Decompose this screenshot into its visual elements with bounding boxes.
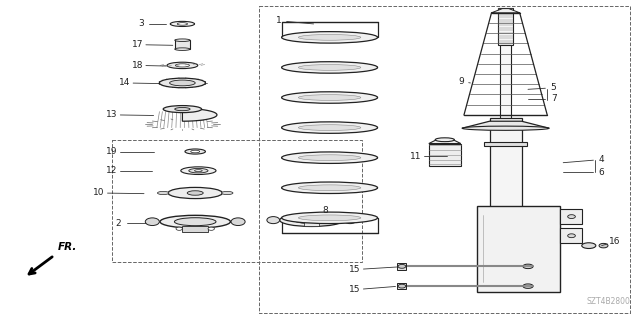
- Text: 12: 12: [106, 166, 118, 175]
- Ellipse shape: [523, 284, 533, 288]
- Ellipse shape: [282, 62, 378, 73]
- Bar: [175, 40, 190, 49]
- Bar: [560, 209, 582, 224]
- Text: 17: 17: [132, 40, 143, 49]
- Ellipse shape: [282, 92, 378, 103]
- Bar: [397, 283, 406, 289]
- Text: 6: 6: [599, 168, 604, 177]
- Ellipse shape: [191, 150, 200, 153]
- Bar: [477, 206, 560, 292]
- Ellipse shape: [568, 234, 575, 238]
- Polygon shape: [462, 121, 549, 128]
- Ellipse shape: [282, 182, 378, 194]
- Text: 15: 15: [349, 265, 361, 274]
- Text: 4: 4: [599, 155, 604, 164]
- Ellipse shape: [187, 191, 204, 195]
- Ellipse shape: [462, 126, 549, 130]
- Text: 2: 2: [116, 219, 121, 228]
- Ellipse shape: [175, 108, 190, 111]
- Ellipse shape: [163, 106, 202, 113]
- Ellipse shape: [175, 48, 190, 50]
- Ellipse shape: [294, 217, 330, 224]
- Text: 11: 11: [410, 152, 422, 161]
- Text: 7: 7: [551, 94, 556, 103]
- Ellipse shape: [157, 191, 169, 195]
- Ellipse shape: [280, 214, 344, 226]
- Text: 14: 14: [119, 78, 131, 87]
- Ellipse shape: [145, 218, 159, 226]
- Ellipse shape: [568, 215, 575, 219]
- Ellipse shape: [181, 167, 216, 174]
- Ellipse shape: [170, 80, 195, 86]
- Ellipse shape: [208, 227, 214, 230]
- Ellipse shape: [599, 243, 608, 248]
- Text: 9: 9: [458, 77, 463, 86]
- Ellipse shape: [160, 215, 230, 228]
- Ellipse shape: [398, 264, 406, 268]
- Polygon shape: [429, 140, 461, 144]
- Ellipse shape: [282, 212, 378, 224]
- Ellipse shape: [267, 217, 280, 224]
- Bar: [500, 45, 511, 121]
- Text: 18: 18: [132, 61, 143, 70]
- Bar: [484, 142, 527, 146]
- Text: 15: 15: [349, 285, 361, 294]
- Bar: [259, 6, 630, 313]
- Ellipse shape: [185, 149, 205, 154]
- Text: 5: 5: [551, 83, 556, 92]
- Ellipse shape: [231, 218, 245, 226]
- Ellipse shape: [298, 95, 361, 100]
- Ellipse shape: [167, 62, 198, 69]
- Text: FR.: FR.: [58, 242, 77, 252]
- Ellipse shape: [298, 34, 361, 40]
- Ellipse shape: [282, 122, 378, 133]
- Ellipse shape: [176, 227, 182, 230]
- Ellipse shape: [174, 218, 216, 226]
- Ellipse shape: [168, 188, 223, 198]
- Ellipse shape: [582, 243, 596, 249]
- Ellipse shape: [282, 32, 378, 43]
- Bar: [112, 140, 362, 262]
- Ellipse shape: [175, 39, 190, 41]
- Bar: [498, 8, 513, 45]
- Ellipse shape: [177, 23, 188, 25]
- Ellipse shape: [189, 191, 201, 195]
- Bar: [304, 214, 319, 226]
- Text: 3: 3: [138, 19, 143, 28]
- Ellipse shape: [195, 170, 202, 172]
- Ellipse shape: [159, 78, 205, 88]
- Text: 19: 19: [106, 147, 118, 156]
- Ellipse shape: [344, 217, 356, 224]
- Ellipse shape: [175, 64, 189, 67]
- Ellipse shape: [523, 264, 533, 269]
- Text: 10: 10: [93, 189, 105, 197]
- Ellipse shape: [298, 215, 361, 221]
- Ellipse shape: [398, 284, 406, 288]
- Bar: [429, 144, 461, 166]
- Bar: [182, 226, 208, 232]
- Ellipse shape: [298, 64, 361, 70]
- Text: SZT4B2800: SZT4B2800: [586, 297, 630, 306]
- Ellipse shape: [298, 185, 361, 191]
- Ellipse shape: [298, 155, 361, 160]
- Bar: [560, 228, 582, 243]
- Ellipse shape: [435, 138, 454, 142]
- Ellipse shape: [170, 21, 195, 26]
- Bar: [490, 118, 522, 207]
- Bar: [397, 263, 406, 270]
- Ellipse shape: [298, 125, 361, 130]
- Ellipse shape: [189, 168, 208, 173]
- Text: 1: 1: [276, 16, 281, 25]
- Text: 16: 16: [609, 237, 620, 246]
- Ellipse shape: [221, 191, 233, 195]
- Text: 13: 13: [106, 110, 118, 119]
- Ellipse shape: [282, 152, 378, 163]
- Text: 8: 8: [323, 206, 328, 215]
- Polygon shape: [492, 9, 520, 13]
- Polygon shape: [182, 108, 217, 121]
